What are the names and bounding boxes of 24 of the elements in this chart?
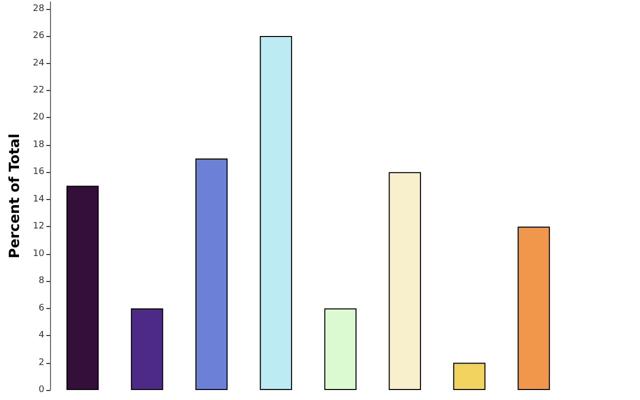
y-axis-title: Percent of Total (7, 134, 23, 258)
bar (518, 226, 550, 390)
bar (388, 172, 421, 390)
y-tick-label: 10 (32, 248, 45, 259)
y-tick-label: 6 (38, 303, 45, 314)
bar (66, 186, 99, 390)
bar (260, 36, 292, 390)
y-tick-label: 18 (32, 140, 45, 150)
y-tick-label: 16 (32, 167, 45, 178)
y-tick-label: 28 (32, 4, 45, 14)
y-tick-label: 2 (38, 358, 44, 368)
y-tick-label: 22 (32, 85, 44, 96)
y-tick-label: 24 (32, 58, 45, 68)
bar (453, 362, 486, 390)
y-tick-label: 4 (38, 330, 45, 341)
y-tick-label: 12 (32, 222, 44, 232)
bar (130, 308, 164, 390)
bar (324, 308, 357, 390)
y-tick-label: 26 (32, 31, 45, 42)
y-tick-label: 20 (32, 112, 45, 123)
y-tick-label: 0 (38, 385, 45, 395)
y-tick-label: 8 (38, 276, 45, 286)
y-tick-label: 14 (32, 194, 45, 204)
bar (195, 158, 228, 390)
